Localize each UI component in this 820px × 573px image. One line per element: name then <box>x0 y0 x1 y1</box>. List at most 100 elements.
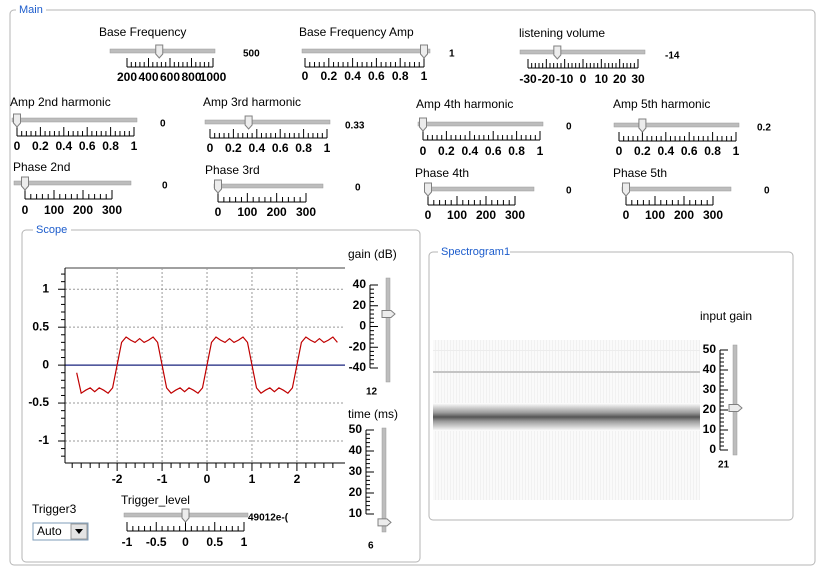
slider-thumb[interactable] <box>155 44 164 59</box>
tick-label: 0 <box>182 535 189 549</box>
tick-label: 0.2 <box>320 69 337 83</box>
tick-label: 0 <box>14 139 21 153</box>
spectrogram-line <box>433 371 700 373</box>
slider-label: Base Frequency <box>99 25 186 39</box>
slider-thumb[interactable] <box>214 179 222 194</box>
y-tick-label: 0.5 <box>32 319 49 333</box>
slider-thumb[interactable] <box>13 113 21 128</box>
tick-label: 0.8 <box>392 69 409 83</box>
combo-label: Trigger3 <box>32 502 77 516</box>
tick-label: 0 <box>425 208 432 222</box>
slider-value: 0 <box>162 181 168 192</box>
tick-label: 0.8 <box>102 139 119 153</box>
tick-label: -40 <box>349 360 367 374</box>
spectrogram-band <box>433 403 700 431</box>
tick-label: 0.4 <box>248 141 265 155</box>
slider-thumb[interactable] <box>21 176 29 191</box>
slider-value: 0.2 <box>757 123 771 134</box>
slider-thumb[interactable] <box>181 508 190 523</box>
slider-label: listening volume <box>519 26 605 40</box>
tick-label: 0 <box>207 141 214 155</box>
tick-label: 0 <box>22 203 29 217</box>
slider-label: Phase 2nd <box>13 160 70 174</box>
tick-label: 0.2 <box>634 144 651 158</box>
tick-label: 0 <box>359 319 366 333</box>
slider-thumb[interactable] <box>377 518 392 527</box>
slider-thumb[interactable] <box>638 118 647 133</box>
tick-label: -20 <box>349 339 367 353</box>
slider-label: Amp 3rd harmonic <box>203 95 301 109</box>
slider-thumb[interactable] <box>381 310 396 319</box>
slider-label: Base Frequency Amp <box>299 25 414 39</box>
slider-label: Phase 4th <box>415 166 469 180</box>
tick-label: -30 <box>519 72 537 86</box>
slider-value: 0 <box>566 122 572 133</box>
tick-label: 40 <box>703 362 717 376</box>
x-tick-label: -2 <box>112 472 123 486</box>
tick-label: 800 <box>181 70 201 84</box>
scope-group <box>21 229 421 563</box>
slider-track <box>301 48 431 54</box>
y-tick-label: 0 <box>42 357 49 371</box>
slider-thumb[interactable] <box>244 115 253 130</box>
slider-thumb[interactable] <box>553 45 562 60</box>
slider-track <box>424 186 535 192</box>
tick-label: 30 <box>703 382 717 396</box>
x-tick-label: 0 <box>204 472 211 486</box>
tick-label: 0.2 <box>225 141 242 155</box>
spectrogram-group <box>428 251 794 521</box>
slider-track <box>621 186 732 192</box>
tick-label: 0 <box>709 442 716 456</box>
tick-label: 200 <box>73 203 93 217</box>
tick-label: 400 <box>138 70 158 84</box>
tick-label: 1000 <box>200 70 227 84</box>
tick-label: 10 <box>349 506 363 520</box>
tick-label: 600 <box>160 70 180 84</box>
tick-label: 0.6 <box>272 141 289 155</box>
tick-label: 1 <box>537 144 544 158</box>
slider-track <box>519 49 646 55</box>
slider-value: 0 <box>355 183 361 194</box>
y-tick-label: 1 <box>42 281 49 295</box>
slider-thumb[interactable] <box>728 404 743 412</box>
main-group <box>9 9 816 566</box>
tick-label: -1 <box>122 535 133 549</box>
tick-label: 20 <box>353 298 367 312</box>
slider-label: Phase 5th <box>613 166 667 180</box>
group-title-bg <box>438 246 510 258</box>
tick-label: 0.4 <box>55 139 72 153</box>
slider-thumb[interactable] <box>622 182 630 197</box>
x-tick-label: 2 <box>294 472 301 486</box>
combo-value: Auto <box>37 524 62 538</box>
tick-label: 1 <box>241 535 248 549</box>
slider-thumb[interactable] <box>420 44 428 59</box>
tick-label: 0.8 <box>295 141 312 155</box>
slider-thumb[interactable] <box>419 117 427 132</box>
tick-label: 30 <box>631 72 645 86</box>
slider-value: 49012e-( <box>248 513 289 524</box>
group-title: Main <box>19 4 43 16</box>
tick-label: 100 <box>447 208 467 222</box>
tick-label: 40 <box>353 277 367 291</box>
slider-thumb[interactable] <box>424 182 432 197</box>
tick-label: 100 <box>237 205 257 219</box>
slider-track <box>613 122 740 128</box>
slider-track <box>13 180 132 186</box>
tick-label: 300 <box>296 205 316 219</box>
tick-label: 0.6 <box>485 144 502 158</box>
tick-label: 0.5 <box>206 535 223 549</box>
tick-label: 100 <box>645 208 665 222</box>
slider-value: 1 <box>449 49 455 60</box>
tick-label: 0.6 <box>79 139 96 153</box>
tick-label: 1 <box>421 69 428 83</box>
x-tick-label: 1 <box>249 472 256 486</box>
x-tick-label: -1 <box>157 472 168 486</box>
slider-value: 500 <box>243 49 260 60</box>
tick-label: 200 <box>117 70 137 84</box>
tick-label: -20 <box>538 72 556 86</box>
tick-label: 0.4 <box>344 69 361 83</box>
y-tick-label: -1 <box>38 433 49 447</box>
combo-arrow <box>75 529 83 534</box>
tick-label: 0.6 <box>368 69 385 83</box>
